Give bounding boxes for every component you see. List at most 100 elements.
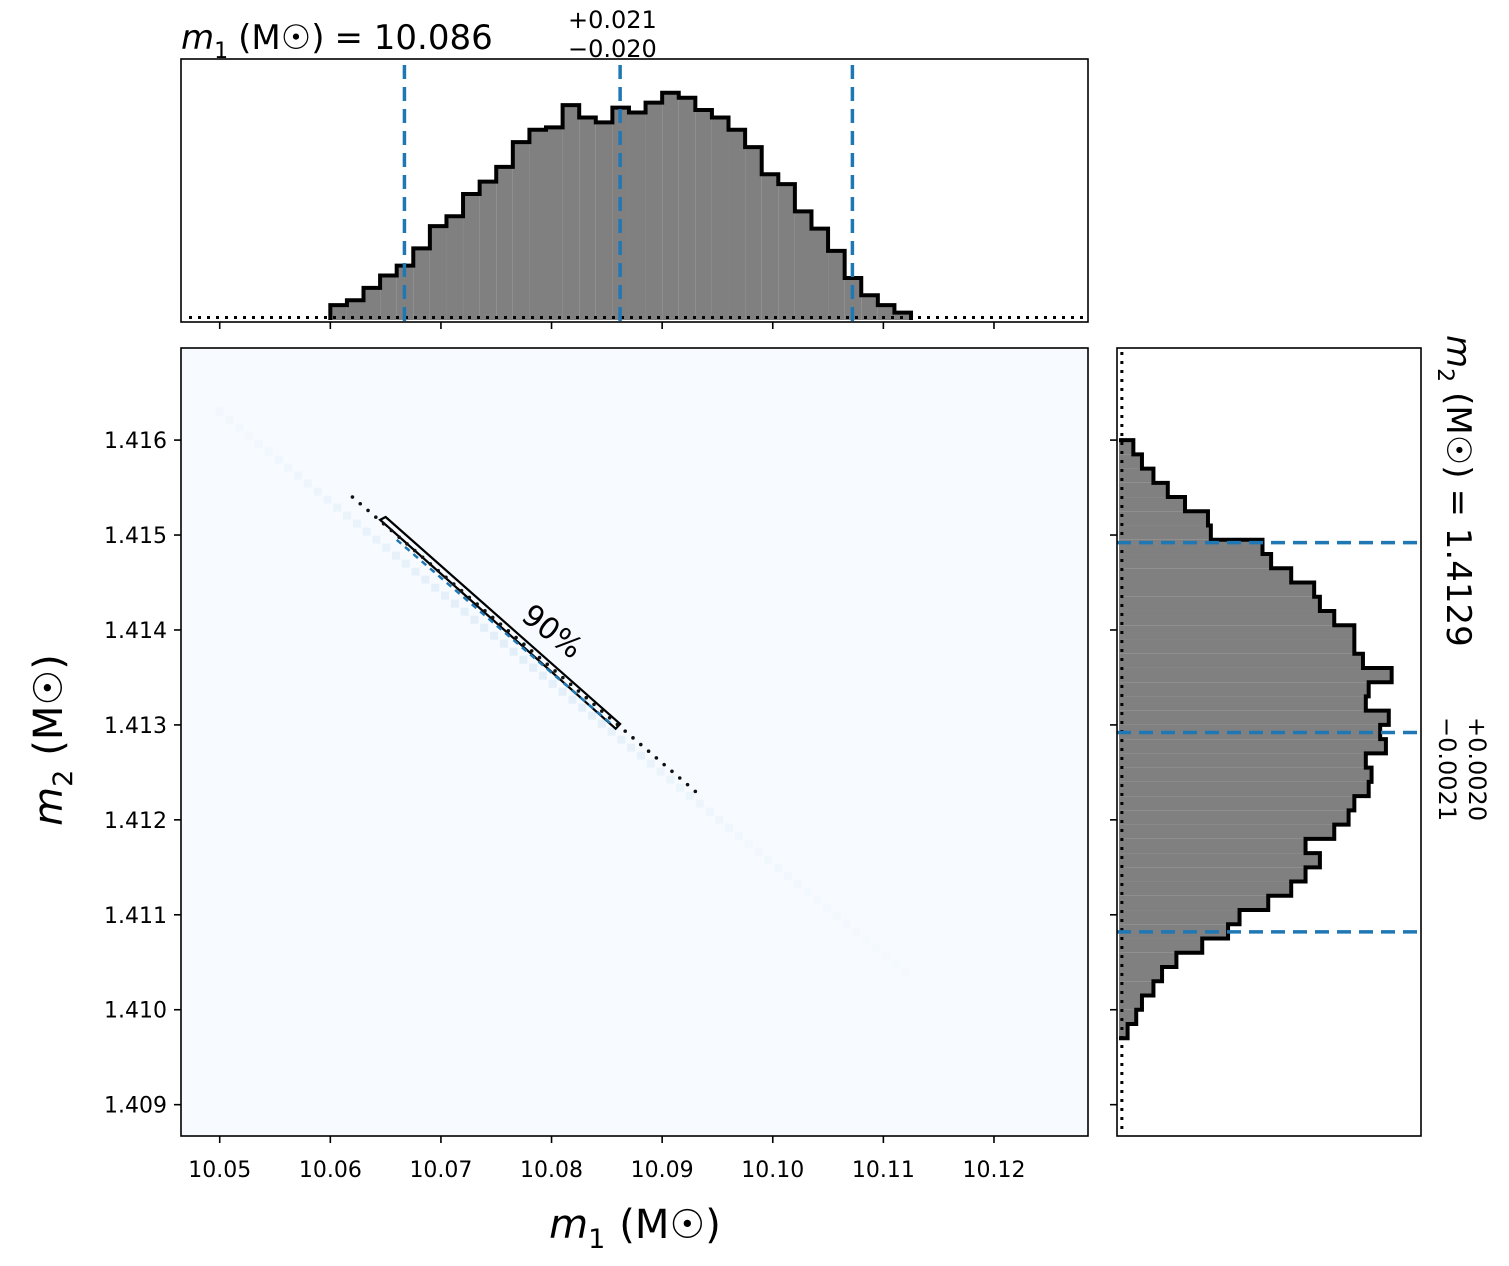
contour-markers (350, 495, 698, 794)
contour-marker (545, 662, 550, 667)
m2-histogram-bar (1119, 938, 1203, 953)
m1-histogram-bar (529, 129, 547, 320)
density-cell (881, 951, 890, 960)
contour-marker (389, 528, 394, 533)
m1-lower-error: −0.020 (568, 35, 657, 63)
m1-histogram-bar (662, 92, 679, 320)
density-cell (666, 775, 675, 784)
density-cell (832, 911, 841, 920)
density-cell (725, 823, 734, 832)
m2-histogram-bar (1119, 582, 1315, 597)
contour-marker (397, 535, 402, 539)
m2-histogram-bar (1119, 482, 1168, 498)
y-axis-ticks: 1.409 1.410 1.411 1.412 1.413 1.414 1.415 1.416 (104, 429, 181, 1119)
density-cell (685, 791, 694, 800)
m1-histogram-bar (844, 278, 862, 320)
density-cell (529, 663, 538, 672)
density-cell (901, 967, 910, 976)
m1-histogram-bar (446, 216, 464, 320)
m2-histogram-bars (1119, 438, 1394, 1041)
m2-histogram-bar (1119, 739, 1386, 754)
m1-histogram-bar (761, 174, 779, 320)
density-cell (333, 503, 342, 512)
density-cell (597, 719, 606, 728)
m1-histogram-panel: m1 (M☉) = 10.086 +0.021 −0.020 (180, 6, 1089, 329)
contour-marker (600, 709, 604, 713)
density-cell (656, 767, 665, 776)
x-tick-label: 10.08 (520, 1158, 583, 1183)
density-cell (215, 407, 224, 416)
density-cell (294, 471, 303, 480)
m2-histogram-bar (1119, 525, 1211, 540)
density-cell (617, 735, 626, 744)
m2-histogram-bar (1119, 454, 1142, 469)
m2-histogram-panel: m2(M☉)= 1.4129 +0.0020 −0.0021 (1110, 335, 1491, 1137)
m1-histogram-bar (512, 142, 530, 320)
contour-marker (662, 762, 666, 767)
contour-marker (366, 508, 370, 513)
density-cell (823, 903, 832, 912)
contour-marker (522, 642, 526, 647)
m1-histogram-bar (711, 117, 729, 321)
contour-90 (378, 515, 622, 731)
m2-histogram-bar (1119, 682, 1369, 697)
m1-histogram-bar (695, 110, 712, 320)
contour-marker (381, 522, 386, 526)
density-cell (852, 927, 861, 936)
density-cell (862, 935, 871, 944)
density-cell (607, 727, 616, 736)
m2-histogram-bar (1119, 995, 1142, 1010)
m2-histogram-bar (1119, 967, 1163, 982)
density-cell (519, 655, 528, 664)
m2-histogram-bar (1119, 796, 1355, 811)
contour-marker (529, 649, 534, 653)
density-cell (460, 607, 469, 616)
m1-histogram-bar (346, 300, 364, 320)
m2-histogram-bar (1119, 838, 1306, 854)
x-tick-label: 10.07 (409, 1158, 472, 1183)
contour-marker (553, 669, 557, 673)
density-cell (264, 447, 273, 456)
contour-marker (436, 568, 440, 573)
density-cell (392, 551, 401, 560)
contour-marker (467, 595, 472, 600)
density-cell (323, 495, 332, 504)
density-cell (587, 711, 596, 720)
m2-histogram-bar (1119, 497, 1186, 512)
m1-histogram-bar (463, 194, 480, 320)
m1-upper-error: +0.021 (568, 6, 657, 34)
density-cell (254, 439, 263, 448)
contour-marker (693, 789, 698, 794)
contour-marker (420, 555, 425, 560)
contour-marker (358, 501, 363, 506)
m1-histogram-bar (728, 129, 746, 320)
x-tick-label: 10.11 (852, 1158, 915, 1183)
m1-histogram-bar (645, 102, 663, 320)
density-cell (450, 599, 459, 608)
contour-marker (451, 582, 456, 586)
density-cell (274, 455, 283, 464)
m1-histogram-bar (496, 166, 513, 320)
m1-histogram-bar (811, 228, 829, 320)
m2-quantile-lines (1117, 540, 1421, 934)
m2-histogram-bar (1119, 653, 1363, 668)
m1-histogram-bar (479, 181, 497, 320)
x-tick-label: 10.12 (962, 1158, 1025, 1183)
y-tick-label: 1.411 (104, 904, 167, 929)
m2-histogram-bar (1119, 1023, 1128, 1039)
density-ridge (215, 407, 910, 976)
contour-marker (631, 736, 635, 740)
density-cell (774, 863, 783, 872)
contour-marker (374, 515, 378, 519)
density-cell (411, 567, 420, 576)
density-cell (499, 639, 508, 648)
m1-histogram-bar (678, 97, 696, 320)
m1-histogram-bar (861, 295, 878, 320)
density-cell (343, 511, 352, 520)
m2-histogram-bar (1119, 710, 1389, 725)
density-cell (783, 871, 792, 880)
density-cell (480, 623, 489, 632)
density-cell (225, 415, 234, 424)
m2-lower-error: −0.0021 (1433, 717, 1461, 821)
contour-marker (654, 756, 659, 760)
